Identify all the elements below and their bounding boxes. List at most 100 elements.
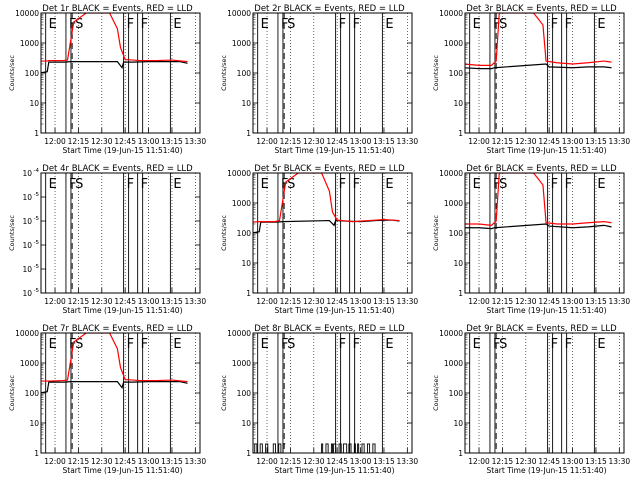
y-tick-exponent: -5 <box>34 240 40 246</box>
event-marker-label: F <box>141 17 148 32</box>
y-tick-label: 1000 <box>232 359 251 368</box>
event-marker-label: E <box>597 337 605 352</box>
x-tick-label: 13:00 <box>138 297 160 306</box>
event-marker-label: S <box>499 17 507 32</box>
event-marker-label: E <box>473 337 481 352</box>
y-tick-label: 10 <box>22 241 32 250</box>
x-tick-label: 13:00 <box>350 137 372 146</box>
event-marker-label: F <box>551 177 558 192</box>
event-marker-label: S <box>287 17 295 32</box>
x-tick-label: 13:15 <box>161 457 183 466</box>
event-marker-label: F <box>565 177 572 192</box>
x-tick-label: 13:15 <box>161 297 183 306</box>
y-tick-label: 1000 <box>20 39 39 48</box>
x-tick-label: 13:30 <box>609 297 631 306</box>
event-marker-label: S <box>499 337 507 352</box>
x-axis-label: Start Time (19-Jun-15 11:51:40) <box>275 306 395 315</box>
x-tick-label: 13:00 <box>350 297 372 306</box>
event-marker-label: F <box>339 17 346 32</box>
y-tick-label: 10 <box>241 99 251 108</box>
x-tick-label: 12:30 <box>515 297 537 306</box>
x-tick-label: 13:15 <box>161 137 183 146</box>
x-tick-label: 12:00 <box>256 457 278 466</box>
y-tick-label: 1000 <box>444 359 463 368</box>
event-marker-label: F <box>281 177 288 192</box>
event-marker-label: E <box>597 17 605 32</box>
x-tick-label: 12:30 <box>303 137 325 146</box>
y-tick-label: 1 <box>34 129 39 138</box>
x-tick-label: 13:00 <box>138 457 160 466</box>
x-tick-label: 12:15 <box>280 137 302 146</box>
y-tick-label: 10 <box>22 217 32 226</box>
event-marker-label: E <box>385 177 393 192</box>
x-tick-label: 12:00 <box>256 297 278 306</box>
x-tick-label: 13:30 <box>185 297 207 306</box>
series-line-events <box>41 380 188 394</box>
event-marker-label: S <box>75 337 83 352</box>
x-tick-label: 13:15 <box>585 457 607 466</box>
event-marker-label: E <box>49 17 57 32</box>
y-tick-label: 1 <box>34 449 39 458</box>
event-marker-label: F <box>565 17 572 32</box>
y-tick-label: 100 <box>237 389 252 398</box>
event-marker-label: E <box>173 17 181 32</box>
y-axis-label: Counts/sec <box>220 375 228 411</box>
event-marker-label: F <box>141 337 148 352</box>
y-tick-exponent: -5 <box>34 216 40 222</box>
x-tick-label: 12:30 <box>515 457 537 466</box>
y-tick-exponent: -5 <box>34 288 40 294</box>
y-tick-label: 1000 <box>232 199 251 208</box>
x-tick-label: 13:15 <box>373 297 395 306</box>
x-tick-label: 12:15 <box>280 297 302 306</box>
x-tick-label: 12:45 <box>114 297 136 306</box>
x-tick-label: 13:00 <box>138 137 160 146</box>
x-tick-label: 13:00 <box>562 297 584 306</box>
y-axis-label: Counts/sec <box>432 55 440 91</box>
y-tick-label: 10 <box>453 99 463 108</box>
y-axis-label: Counts/sec <box>8 375 16 411</box>
y-tick-label: 1 <box>458 289 463 298</box>
x-tick-label: 12:00 <box>468 297 490 306</box>
y-axis-label: Counts/sec <box>8 55 16 91</box>
chart-title: Det 6r BLACK = Events, RED = LLD <box>466 164 617 174</box>
y-tick-label: 10 <box>453 259 463 268</box>
x-tick-label: 12:45 <box>326 137 348 146</box>
event-marker-label: F <box>565 337 572 352</box>
y-tick-label: 100 <box>237 69 252 78</box>
x-tick-label: 12:00 <box>468 457 490 466</box>
series-line-events <box>465 223 612 230</box>
event-marker-label: E <box>473 17 481 32</box>
event-marker-label: F <box>353 337 360 352</box>
chart-title: Det 9r BLACK = Events, RED = LLD <box>466 324 617 334</box>
x-tick-label: 12:15 <box>280 457 302 466</box>
x-tick-label: 12:15 <box>68 137 90 146</box>
x-tick-label: 12:45 <box>114 137 136 146</box>
y-tick-label: 10 <box>453 419 463 428</box>
chart-title: Det 3r BLACK = Events, RED = LLD <box>466 4 617 14</box>
event-marker-label: F <box>353 177 360 192</box>
y-tick-label: 10 <box>241 419 251 428</box>
x-tick-label: 12:00 <box>44 457 66 466</box>
y-tick-label: 1 <box>458 129 463 138</box>
chart-title: Det 8r BLACK = Events, RED = LLD <box>254 324 405 334</box>
event-marker-label: E <box>49 177 57 192</box>
event-marker-label: E <box>385 17 393 32</box>
series-line-lld <box>465 13 612 66</box>
y-tick-label: 10 <box>22 169 32 178</box>
series-line-events <box>41 60 188 74</box>
x-tick-label: 13:30 <box>609 137 631 146</box>
x-tick-label: 13:15 <box>585 297 607 306</box>
x-tick-label: 12:45 <box>114 457 136 466</box>
event-marker-label: E <box>597 177 605 192</box>
y-tick-label: 100 <box>449 229 464 238</box>
x-tick-label: 13:00 <box>562 137 584 146</box>
y-axis-label: Counts/sec <box>220 215 228 251</box>
event-marker-label: E <box>473 177 481 192</box>
x-tick-label: 12:15 <box>492 457 514 466</box>
chart-title: Det 7r BLACK = Events, RED = LLD <box>42 324 193 334</box>
event-marker-label: F <box>493 177 500 192</box>
